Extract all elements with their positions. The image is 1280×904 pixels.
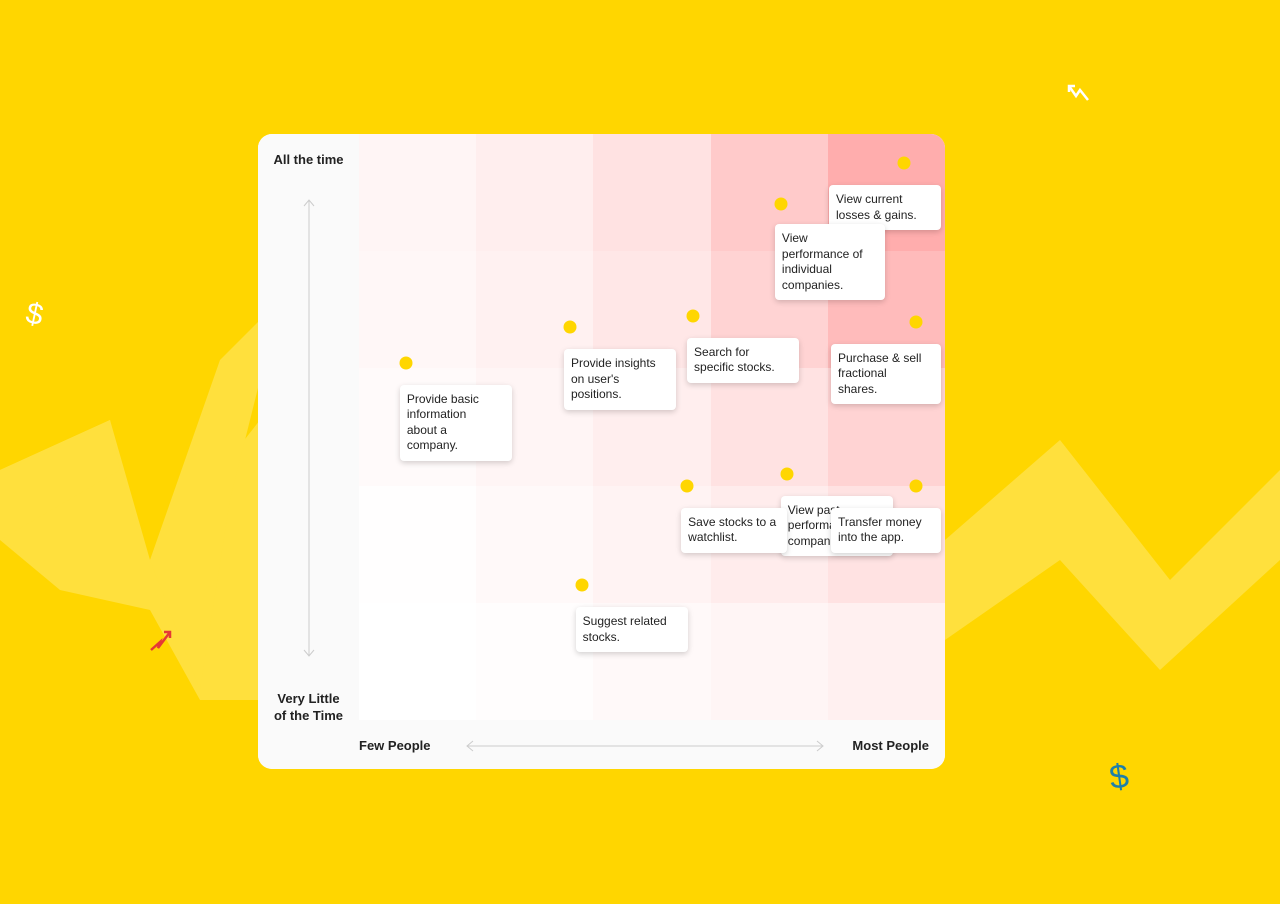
dollar-sign-icon: $: [1107, 757, 1131, 797]
feature-dot[interactable]: [680, 479, 694, 493]
heatmap-cell: [476, 485, 594, 603]
feature-plot-area: View current losses & gains. View perform…: [359, 134, 945, 720]
feature-note[interactable]: Suggest related stocks.: [575, 607, 688, 653]
heatmap-cell: [593, 134, 711, 252]
feature-note[interactable]: Transfer money into the app.: [831, 507, 941, 553]
feature-note[interactable]: Provide basic information about a compan…: [399, 384, 512, 461]
feature-dot[interactable]: [563, 320, 577, 334]
x-axis-right-label: Most People: [852, 738, 929, 753]
feature-dot[interactable]: [774, 197, 788, 211]
heatmap-cell: [359, 134, 477, 252]
heatmap-cell: [359, 251, 477, 369]
feature-note[interactable]: Purchase & sell fractional shares.: [831, 343, 941, 405]
x-axis-strip: [258, 720, 945, 769]
feature-dot[interactable]: [909, 479, 923, 493]
y-axis-bottom-label: Very Little of the Time: [273, 691, 344, 723]
heatmap-cell: [476, 251, 594, 369]
feature-dot[interactable]: [575, 578, 589, 592]
heatmap-cell: [710, 602, 828, 720]
heatmap-cell: [476, 602, 594, 720]
y-axis-top-label: All the time: [273, 152, 344, 167]
svg-text:$: $: [1107, 757, 1131, 797]
feature-note[interactable]: Provide insights on user's positions.: [563, 349, 676, 410]
feature-note[interactable]: Save stocks to a watchlist.: [681, 507, 788, 553]
heatmap-cell: [359, 485, 477, 603]
zigzag-arrow-icon: [1067, 84, 1089, 101]
feature-dot[interactable]: [897, 156, 911, 170]
x-axis-left-label: Few People: [359, 738, 431, 753]
priority-matrix-card: All the time Very Little of the Time Few…: [258, 134, 945, 769]
heatmap-cell: [359, 602, 477, 720]
heatmap-cell: [710, 368, 828, 486]
svg-text:$: $: [23, 297, 46, 332]
horizontal-double-arrow-icon: [466, 740, 824, 752]
feature-dot[interactable]: [399, 356, 413, 370]
feature-note[interactable]: View performance of individual companies…: [774, 224, 885, 301]
vertical-double-arrow-icon: [303, 199, 315, 657]
feature-dot[interactable]: [780, 467, 794, 481]
feature-note[interactable]: Search for specific stocks.: [687, 337, 800, 383]
heatmap-cell: [827, 602, 945, 720]
feature-dot[interactable]: [686, 309, 700, 323]
zigzag-arrow-icon: [150, 630, 172, 651]
feature-note[interactable]: View current losses & gains.: [829, 185, 941, 231]
heatmap-cell: [476, 134, 594, 252]
dollar-sign-icon: $: [23, 297, 46, 332]
feature-dot[interactable]: [909, 315, 923, 329]
